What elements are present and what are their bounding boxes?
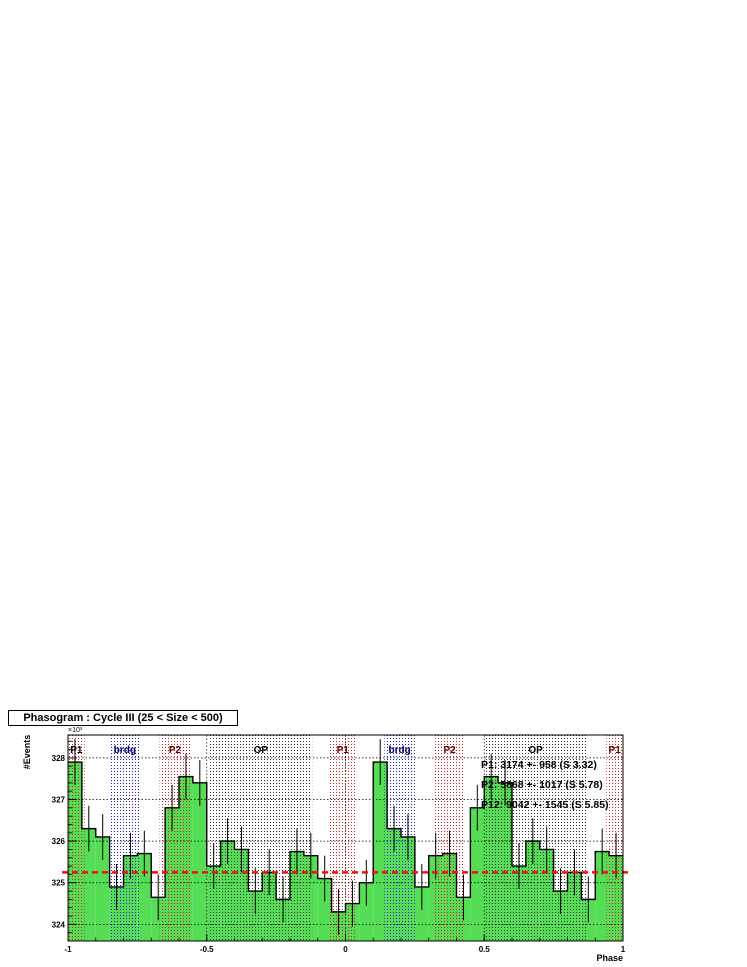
error-bars bbox=[74, 739, 617, 935]
x-tick-label: -1 bbox=[64, 945, 72, 954]
region-label: brdg bbox=[114, 745, 136, 756]
annotations: P1: 3174 +- 958 (S 3.32) P2: 5868 +- 1017… bbox=[481, 759, 609, 811]
phase-regions bbox=[68, 735, 623, 941]
bar bbox=[414, 886, 429, 941]
region-op-3 bbox=[209, 735, 313, 941]
bar bbox=[137, 853, 152, 941]
region-p1-8 bbox=[606, 735, 623, 941]
bar bbox=[470, 807, 485, 941]
bar bbox=[317, 878, 332, 941]
bar bbox=[95, 836, 110, 941]
significance-annotation: P12: 9042 +- 1545 (S 5.85) bbox=[481, 799, 609, 811]
region-label: OP bbox=[528, 745, 543, 756]
bar bbox=[373, 762, 388, 941]
y-axis-multiplier: ×10³ bbox=[68, 727, 83, 734]
grid-lines bbox=[68, 735, 623, 941]
y-axis-label: #Events bbox=[22, 735, 32, 770]
region-brdg-1 bbox=[109, 735, 141, 941]
region-label: P1 bbox=[337, 745, 350, 756]
bar bbox=[595, 851, 610, 941]
region-brdg-5 bbox=[384, 735, 415, 941]
region-label: P1 bbox=[609, 745, 622, 756]
region-label: P2 bbox=[169, 745, 182, 756]
region-label: P2 bbox=[443, 745, 456, 756]
axes: -1 -0.5 0 0.5 1 324 325 326 327 328 bbox=[52, 740, 626, 954]
x-tick-label: 1 bbox=[621, 945, 626, 954]
significance-annotation: P1: 3174 +- 958 (S 3.32) bbox=[481, 759, 597, 771]
region-op-7 bbox=[484, 735, 587, 941]
region-labels: P1 brdg P2 OP P1 brdg P2 OP P1 bbox=[70, 745, 621, 756]
region-label: brdg bbox=[389, 745, 411, 756]
bar bbox=[192, 782, 207, 941]
region-p1-0 bbox=[68, 735, 85, 941]
chart-title: Phasogram : Cycle III (25 < Size < 500) bbox=[8, 710, 238, 726]
y-tick-label: 324 bbox=[52, 920, 66, 929]
x-tick-label: -0.5 bbox=[200, 945, 214, 954]
region-label: OP bbox=[254, 745, 269, 756]
y-tick-label: 328 bbox=[52, 754, 66, 763]
bar bbox=[81, 828, 96, 941]
x-tick-label: 0 bbox=[343, 945, 348, 954]
y-tick-label: 325 bbox=[52, 879, 66, 888]
region-label: P1 bbox=[70, 745, 83, 756]
y-tick-label: 326 bbox=[52, 837, 66, 846]
x-axis-label: Phase bbox=[596, 953, 623, 963]
x-tick-label: 0.5 bbox=[479, 945, 491, 954]
significance-annotation: P2: 5868 +- 1017 (S 5.78) bbox=[481, 779, 603, 791]
bar bbox=[359, 882, 374, 941]
y-tick-label: 327 bbox=[52, 796, 66, 805]
